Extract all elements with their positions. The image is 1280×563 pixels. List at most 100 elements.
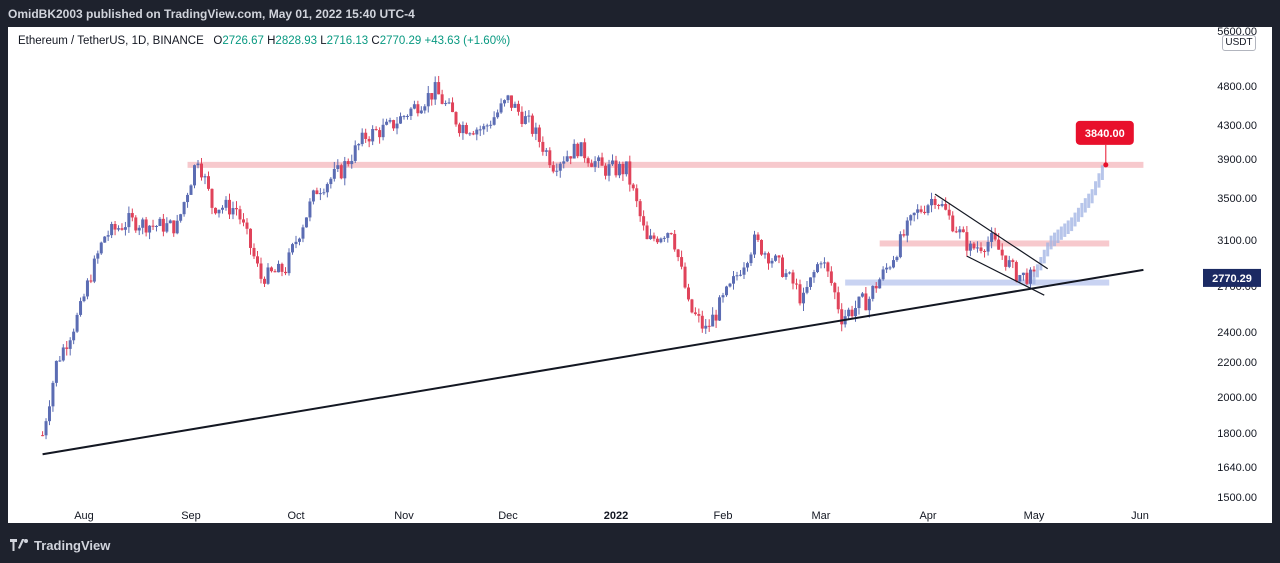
candle-body <box>680 257 684 267</box>
candle-body <box>120 228 124 230</box>
chart-frame[interactable] <box>8 27 1272 523</box>
price-tick-label: 4800.00 <box>1217 81 1257 93</box>
projection-candle <box>1035 264 1039 278</box>
time-tick-label: Mar <box>812 510 831 522</box>
candle-body <box>54 360 58 383</box>
candle-body <box>325 184 329 193</box>
candle-body <box>788 272 791 274</box>
candle-body <box>273 271 277 273</box>
candle-body <box>148 225 152 233</box>
candle-body <box>186 194 190 203</box>
candle-body <box>475 129 479 135</box>
candle-body <box>200 163 203 178</box>
candle-body <box>638 201 642 217</box>
candle-body <box>864 293 868 311</box>
candle-body <box>447 102 451 104</box>
candle-body <box>997 239 1001 250</box>
candle-body <box>732 276 735 284</box>
candle-body <box>346 161 350 165</box>
candle-body <box>482 126 486 130</box>
candle-body <box>777 255 781 258</box>
candle-body <box>134 217 138 231</box>
candle-body <box>409 108 413 116</box>
projection-candle <box>1063 223 1067 237</box>
candle-body <box>795 283 798 285</box>
projection-candle <box>1100 165 1104 180</box>
candle-body <box>68 340 72 349</box>
symbol-legend: Ethereum / TetherUS, 1D, BINANCE O2726.6… <box>18 35 510 47</box>
candle-body <box>555 170 559 172</box>
candle-body <box>809 277 812 287</box>
candle-body <box>492 117 496 125</box>
candle-body <box>437 82 441 95</box>
projection-candle <box>1046 242 1050 257</box>
time-tick-label: Feb <box>714 510 733 522</box>
high-label: H <box>267 35 276 47</box>
candle-body <box>249 228 252 248</box>
candle-body <box>714 314 718 321</box>
candle-body <box>478 129 482 131</box>
candle-body <box>652 235 656 239</box>
candle-body <box>905 220 909 236</box>
candle-body <box>874 285 878 289</box>
trendline <box>42 268 1144 456</box>
candle-body <box>537 127 541 142</box>
price-tick-label: 1640.00 <box>1217 462 1257 474</box>
candle-body <box>245 222 249 229</box>
candle-body <box>916 209 920 213</box>
candle-body <box>645 225 649 240</box>
candle-body <box>816 264 819 273</box>
candle-body <box>378 130 382 138</box>
candle-body <box>405 115 409 117</box>
candle-body <box>280 263 284 272</box>
candle-body <box>416 104 420 114</box>
time-tick-label: Aug <box>74 510 94 522</box>
candle-body <box>499 103 503 113</box>
currency-unit[interactable]: USDT <box>1222 35 1256 51</box>
candle-body <box>395 123 399 129</box>
projection-candle <box>1049 235 1053 250</box>
candle-body <box>374 129 378 131</box>
projection-candle <box>1083 198 1087 213</box>
candle-body <box>315 190 319 195</box>
candle-body <box>89 280 93 282</box>
candle-body <box>753 234 756 255</box>
candle-body <box>635 188 639 202</box>
time-axis: Aug Sep Oct Nov Dec 2022 Feb Mar Apr May Jun <box>74 510 1149 522</box>
candle-body <box>530 115 534 134</box>
candle-body <box>1014 261 1018 282</box>
candle-body <box>423 106 427 111</box>
support-zone <box>845 279 1110 286</box>
candle-body <box>392 120 396 129</box>
candle-body <box>867 298 871 311</box>
candle-body <box>75 314 79 332</box>
candle-body <box>986 241 990 252</box>
candle-body <box>822 262 826 264</box>
candle-body <box>930 198 934 206</box>
candle-body <box>847 309 851 317</box>
resistance-zone <box>187 161 1144 168</box>
candle-body <box>558 163 562 171</box>
candle-body <box>371 129 375 142</box>
candle-body <box>96 253 100 259</box>
candle-body <box>718 297 722 321</box>
candle-body <box>958 229 962 233</box>
level-zones <box>187 161 1144 286</box>
price-tick-label: 3500.00 <box>1217 193 1257 205</box>
candle-body <box>79 301 83 315</box>
candle-body <box>343 161 347 179</box>
tradingview-logo-icon <box>10 539 28 551</box>
candle-body <box>58 360 62 362</box>
candle-body <box>562 161 566 164</box>
candle-body <box>294 241 298 245</box>
candle-body <box>763 253 767 255</box>
candle-body <box>881 269 885 280</box>
candle-body <box>548 150 552 166</box>
candle-body <box>110 224 114 236</box>
candle-body <box>196 163 200 166</box>
candle-body <box>774 255 777 261</box>
open-value: 2726.67 <box>222 35 264 47</box>
price-tick-label: 1800.00 <box>1217 428 1257 440</box>
candle-body <box>954 231 958 233</box>
